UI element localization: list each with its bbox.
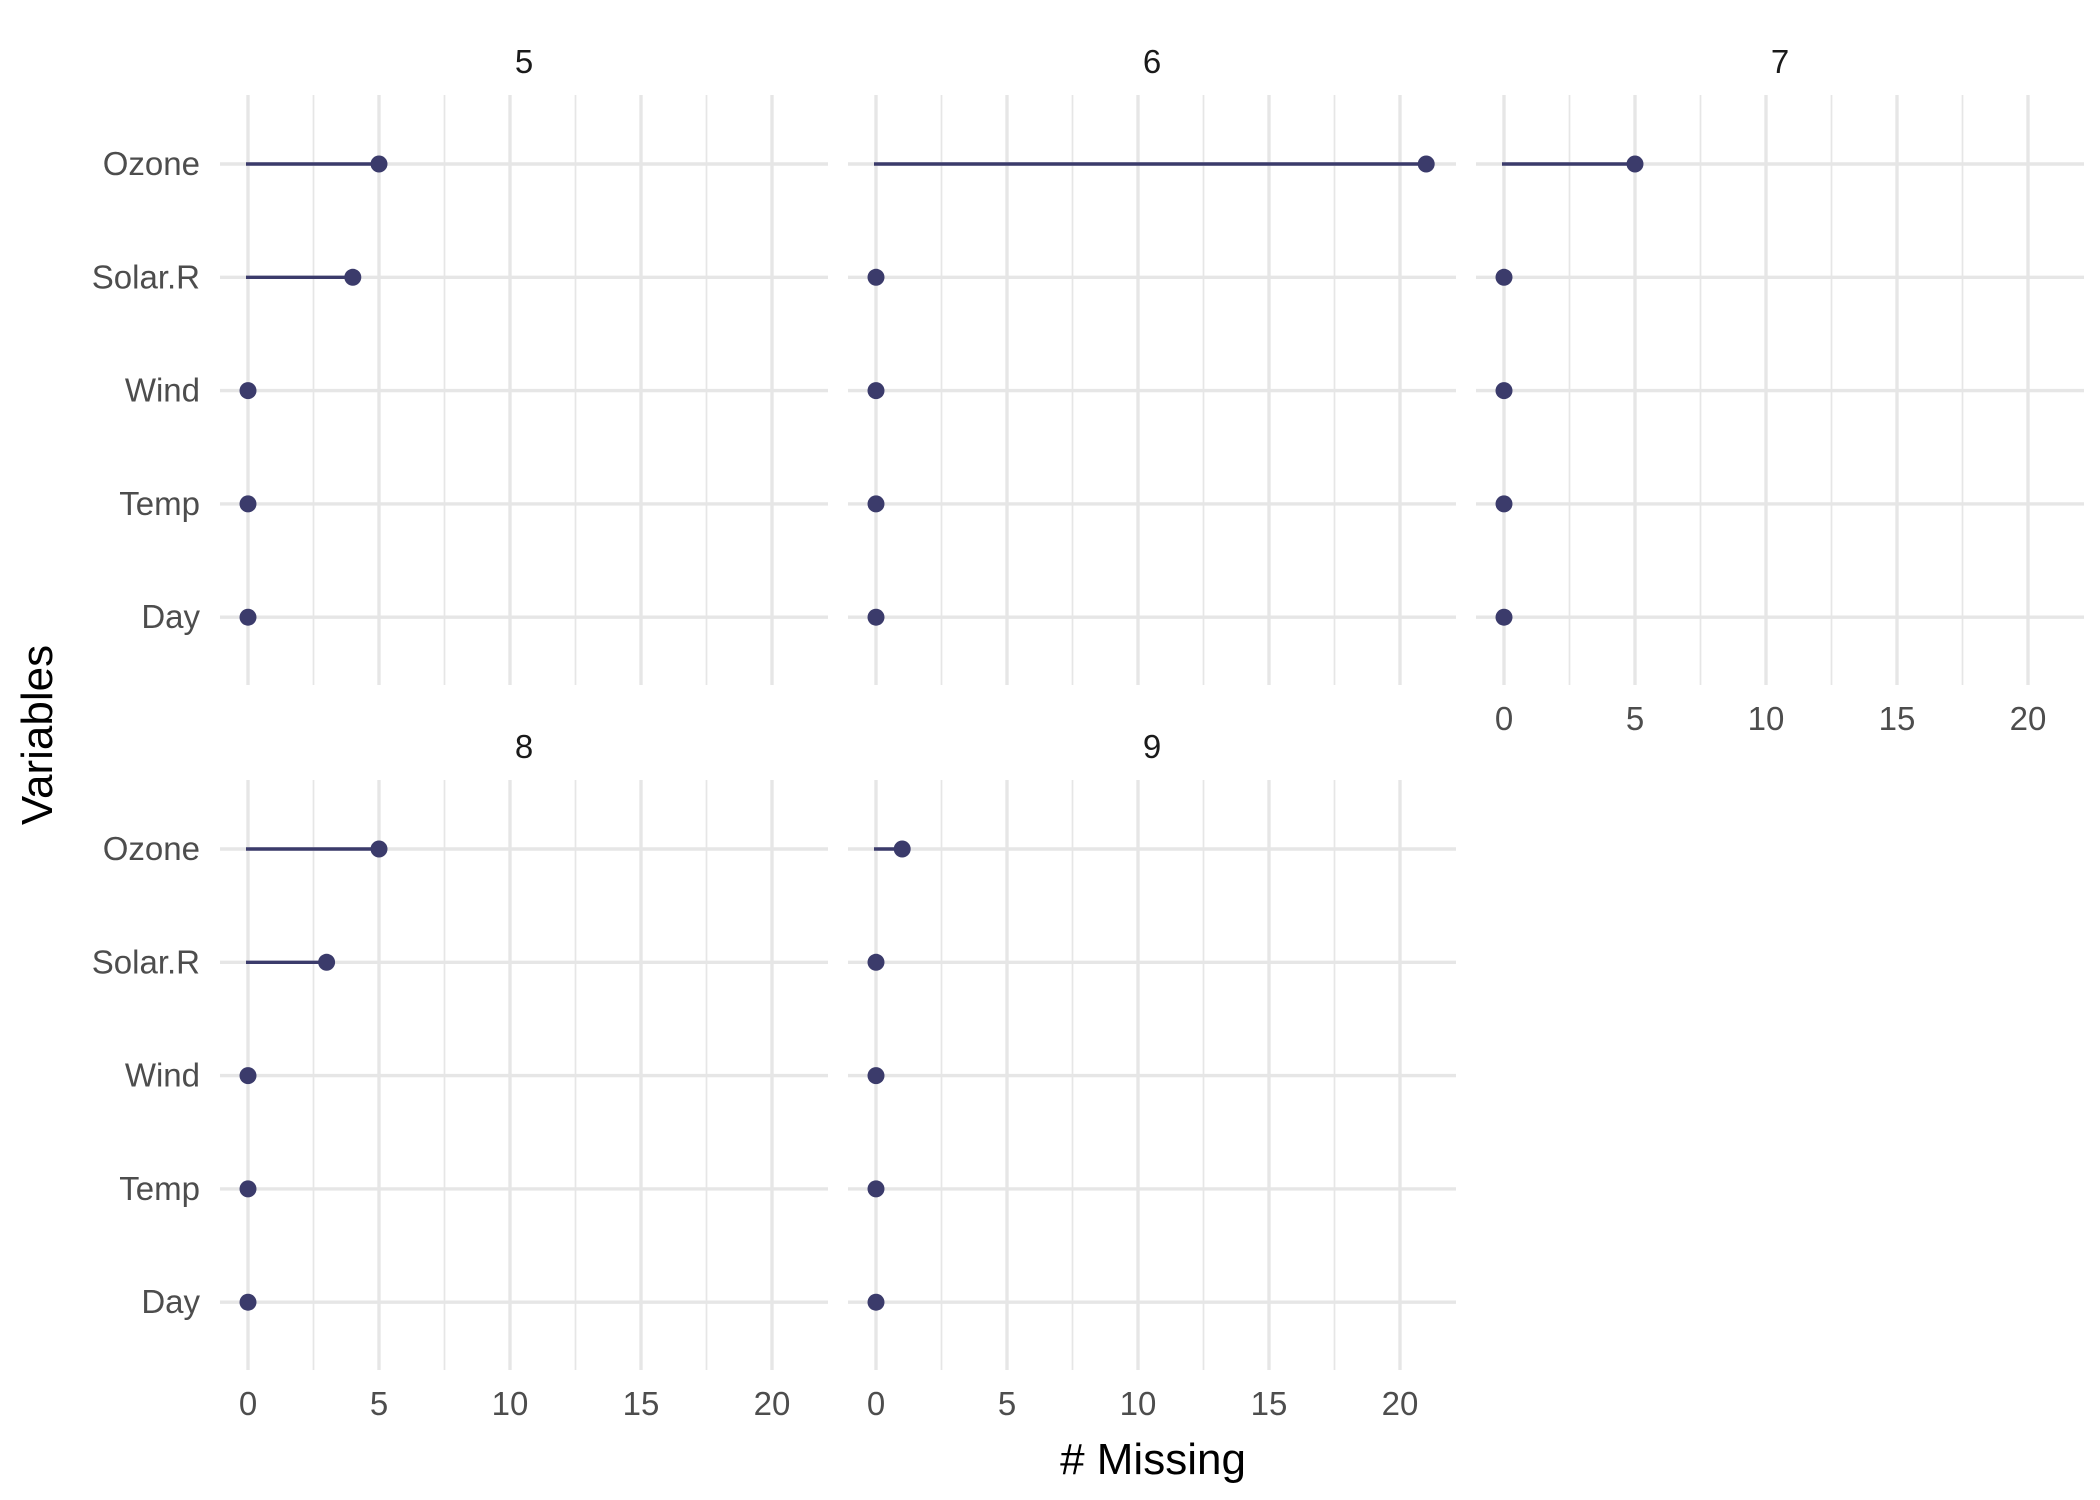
lollipop-point	[239, 1067, 257, 1085]
lollipop-point	[867, 495, 885, 513]
facet-strip-label: 8	[515, 728, 533, 765]
lollipop-point	[344, 268, 362, 286]
lollipop-point	[239, 608, 257, 626]
lollipop-point	[1495, 608, 1513, 626]
x-tick-label: 15	[623, 1385, 660, 1422]
lollipop-point	[239, 1293, 257, 1311]
lollipop-point	[867, 382, 885, 400]
facet-strip-label: 5	[515, 43, 533, 80]
lollipop-point	[1495, 495, 1513, 513]
y-tick-label: Wind	[125, 372, 200, 409]
lollipop-point	[370, 840, 388, 858]
lollipop-point	[1495, 268, 1513, 286]
lollipop-point	[239, 382, 257, 400]
facet-strip-label: 6	[1143, 43, 1161, 80]
x-axis-title: # Missing	[1060, 1435, 1246, 1484]
lollipop-point	[239, 495, 257, 513]
lollipop-point	[867, 953, 885, 971]
x-tick-label: 20	[2010, 700, 2047, 737]
y-tick-label: Temp	[119, 1170, 200, 1207]
y-tick-label: Ozone	[103, 830, 200, 867]
x-tick-label: 10	[1120, 1385, 1157, 1422]
lollipop-point	[867, 1067, 885, 1085]
x-tick-label: 0	[867, 1385, 885, 1422]
x-tick-label: 10	[492, 1385, 529, 1422]
x-tick-label: 15	[1251, 1385, 1288, 1422]
y-tick-label: Wind	[125, 1057, 200, 1094]
x-tick-label: 15	[1879, 700, 1916, 737]
x-tick-label: 5	[998, 1385, 1016, 1422]
y-axis-title: Variables	[13, 645, 62, 825]
lollipop-point	[867, 1293, 885, 1311]
x-tick-label: 0	[1495, 700, 1513, 737]
lollipop-point	[867, 608, 885, 626]
lollipop-point	[867, 1180, 885, 1198]
facet-strip-label: 7	[1771, 43, 1789, 80]
y-tick-label: Temp	[119, 485, 200, 522]
lollipop-point	[867, 268, 885, 286]
lollipop-point	[370, 155, 388, 173]
x-tick-label: 20	[1382, 1385, 1419, 1422]
y-tick-label: Day	[141, 1283, 200, 1320]
lollipop-point	[1495, 382, 1513, 400]
lollipop-point	[239, 1180, 257, 1198]
x-tick-label: 10	[1748, 700, 1785, 737]
x-tick-label: 5	[370, 1385, 388, 1422]
x-tick-label: 20	[754, 1385, 791, 1422]
y-tick-label: Solar.R	[92, 943, 200, 980]
facet-strip-label: 9	[1143, 728, 1161, 765]
y-tick-label: Solar.R	[92, 258, 200, 295]
y-tick-label: Day	[141, 598, 200, 635]
lollipop-point	[1626, 155, 1644, 173]
y-tick-label: Ozone	[103, 145, 200, 182]
x-tick-label: 5	[1626, 700, 1644, 737]
lollipop-point	[1417, 155, 1435, 173]
x-tick-label: 0	[239, 1385, 257, 1422]
lollipop-point	[318, 953, 336, 971]
lollipop-point	[893, 840, 911, 858]
